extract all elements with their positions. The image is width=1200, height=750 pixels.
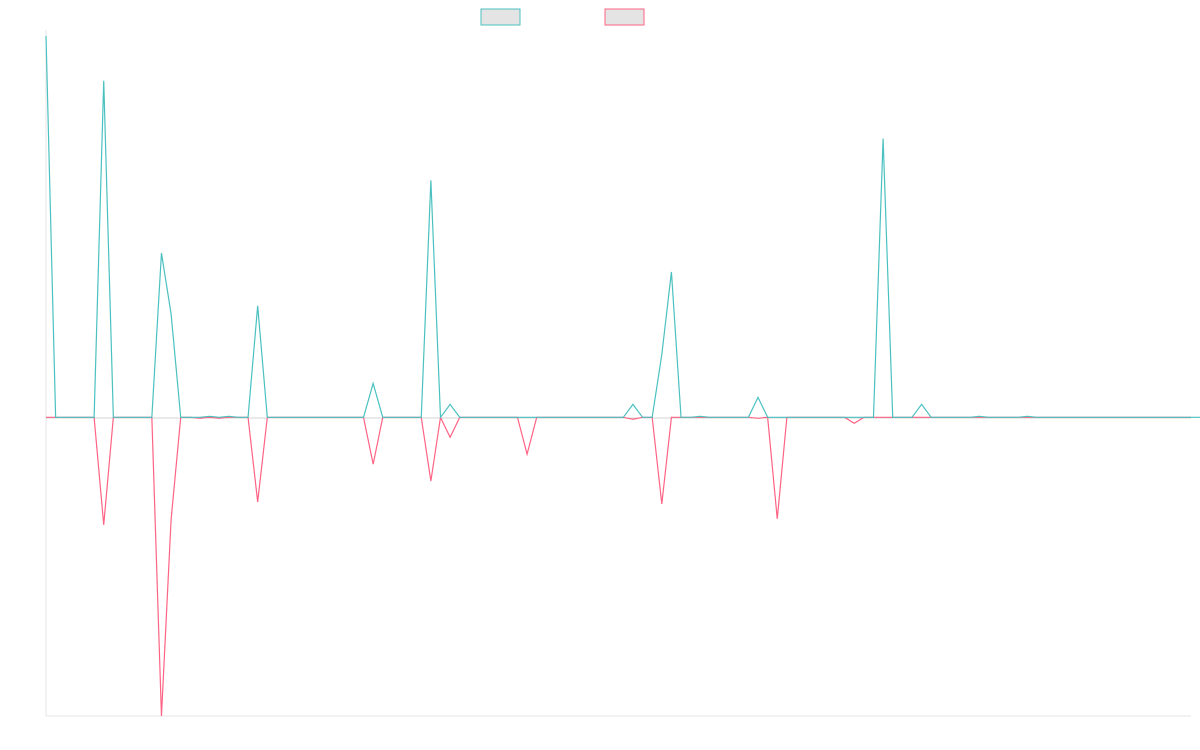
series-line-0 [45,35,1200,420]
chart-legend[interactable] [480,8,645,26]
legend-swatch-1[interactable] [604,8,645,26]
legend-swatch-0[interactable] [480,8,521,26]
legend-item-0[interactable] [480,8,521,26]
legend-item-1[interactable] [604,8,645,26]
series-layer [45,35,1200,717]
series-0 [45,35,1200,420]
series-1 [46,415,1191,717]
series-line-1 [46,415,1191,717]
